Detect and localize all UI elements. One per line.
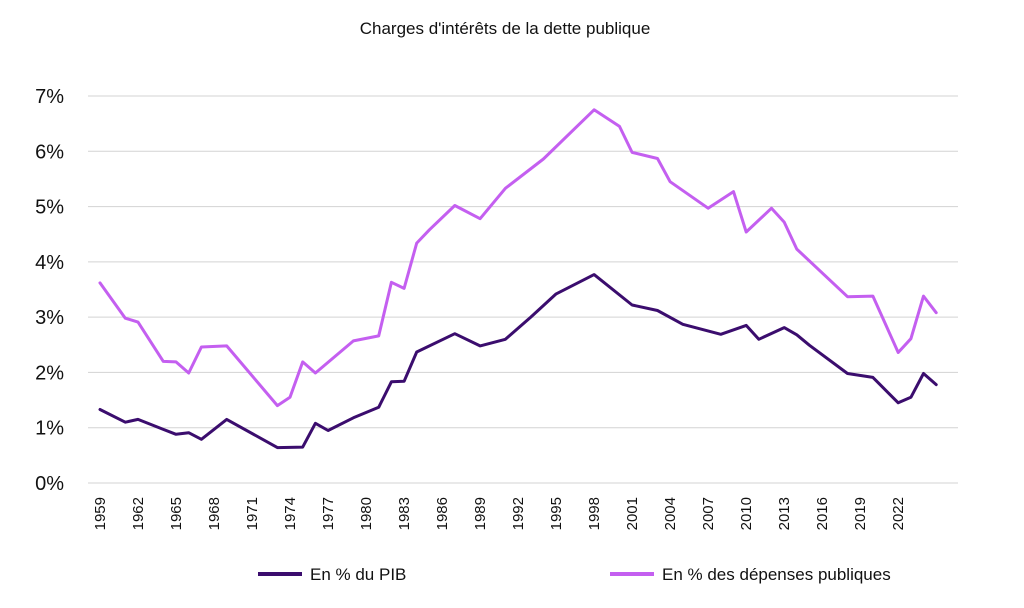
x-tick-label: 2004: [662, 497, 679, 530]
x-tick-label: 1980: [358, 497, 375, 530]
x-tick-label: 1959: [92, 497, 109, 530]
y-tick-label: 7%: [35, 86, 64, 108]
x-tick-label: 2022: [890, 497, 907, 530]
y-tick-label: 4%: [35, 252, 64, 274]
x-axis-tick-labels: 1959 1962 1965 1968 1971 1974 1977 1980 1983 1986…: [92, 497, 907, 530]
x-tick-label: 1992: [510, 497, 527, 530]
x-tick-label: 1986: [434, 497, 451, 530]
x-tick-label: 2016: [814, 497, 831, 530]
x-tick-label: 1962: [130, 497, 147, 530]
x-tick-label: 1995: [548, 497, 565, 530]
x-tick-label: 2019: [852, 497, 869, 530]
legend-label-2: En % des dépenses publiques: [662, 565, 891, 584]
x-tick-label: 1965: [168, 497, 185, 530]
x-tick-label: 2007: [700, 497, 717, 530]
y-tick-label: 2%: [35, 362, 64, 384]
x-tick-label: 1989: [472, 497, 489, 530]
x-tick-label: 2013: [776, 497, 793, 530]
x-tick-label: 2001: [624, 497, 641, 530]
series-lines: [98, 108, 938, 450]
y-tick-label: 5%: [35, 197, 64, 219]
legend: En % du PIB En % des dépenses publiques: [258, 565, 891, 584]
x-tick-label: 2010: [738, 497, 755, 530]
y-tick-label: 1%: [35, 418, 64, 440]
x-tick-label: 1974: [282, 497, 299, 530]
series-line-1: [98, 273, 938, 450]
x-tick-label: 1968: [206, 497, 223, 530]
y-axis-tick-labels: 0% 1% 2% 3% 4% 5% 6% 7%: [35, 86, 64, 495]
y-tick-label: 0%: [35, 473, 64, 495]
y-tick-label: 3%: [35, 307, 64, 329]
x-tick-label: 1983: [396, 497, 413, 530]
x-tick-label: 1971: [244, 497, 261, 530]
y-tick-label: 6%: [35, 141, 64, 163]
legend-label-1: En % du PIB: [310, 565, 406, 584]
series-line-2: [98, 108, 938, 408]
chart-title: Charges d'intérêts de la dette publique: [360, 19, 651, 38]
x-tick-label: 1998: [586, 497, 603, 530]
grid-lines: [88, 95, 958, 484]
x-tick-label: 1977: [320, 497, 337, 530]
